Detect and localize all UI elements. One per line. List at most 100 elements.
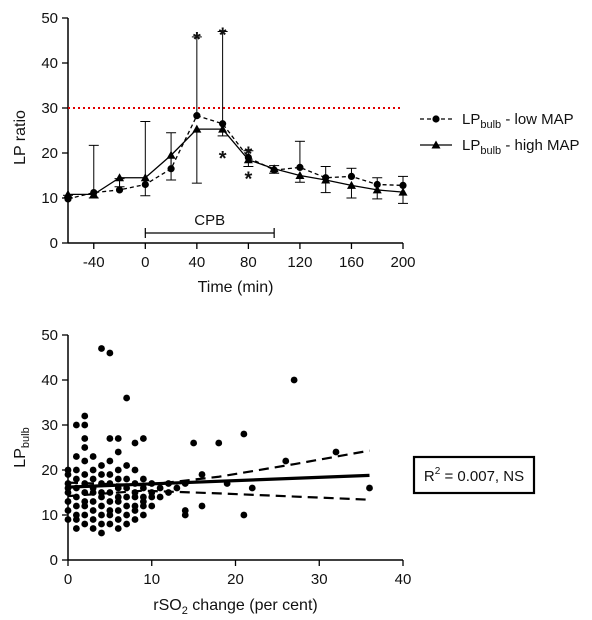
scatter-point	[72, 475, 80, 483]
legend-label: LPbulb - high MAP	[462, 137, 580, 157]
scatter-point	[123, 493, 131, 501]
data-point-high-map	[295, 171, 305, 179]
scatter-point	[106, 471, 114, 478]
scatter-point	[215, 439, 223, 447]
scatter-point	[282, 457, 290, 465]
data-point-low-map	[296, 163, 304, 171]
scatter-point	[72, 525, 80, 532]
top-x-ticks: -40 0 40 80 120 160 200	[83, 243, 416, 271]
scatter-point	[198, 502, 206, 510]
data-point-low-map	[399, 181, 407, 189]
confidence-band-lower	[67, 489, 370, 501]
legend-marker	[431, 140, 441, 149]
legend-label: LPbulb - low MAP	[462, 111, 574, 131]
scatter-point	[81, 435, 89, 442]
scatter-point	[89, 507, 97, 514]
bottom-x-axis-label: rSO2 change (per cent)	[153, 597, 317, 615]
scatter-point	[89, 453, 97, 460]
bottom-y-axis-label: LPbulb	[12, 427, 32, 467]
bottom-y-ticks: 0 10 20 30 40 50	[41, 327, 68, 569]
data-point-high-map	[346, 180, 356, 189]
bottom-x-tick-label: 40	[395, 571, 412, 588]
scatter-point	[106, 498, 114, 505]
scatter-point	[106, 435, 114, 442]
scatter-point	[131, 466, 139, 474]
scatter-point	[114, 466, 122, 474]
scatter-point	[123, 394, 131, 402]
regression-line	[67, 473, 370, 489]
r2-annotation: R2 = 0.007, NS	[424, 466, 524, 485]
scatter-point	[98, 462, 105, 469]
scatter-point	[131, 439, 139, 447]
scatter-point	[156, 484, 164, 492]
data-point-high-map	[269, 164, 279, 173]
scatter-point	[366, 484, 373, 492]
bottom-chart: 0 10 20 30 40 0 10 20 30 40 50 rSO2 change (per c…	[12, 327, 536, 617]
scatter-point	[156, 493, 164, 501]
scatter-point	[123, 462, 131, 469]
significance-star: *	[244, 168, 252, 190]
data-point-low-map	[219, 120, 227, 128]
scatter-point	[290, 376, 298, 384]
scatter-point	[89, 525, 97, 532]
data-point-high-map	[372, 185, 382, 194]
scatter-point	[81, 412, 89, 420]
top-x-tick-label: 120	[287, 254, 312, 271]
scatter-point	[64, 466, 72, 474]
scatter-point	[148, 502, 156, 510]
bottom-x-tick-label: 10	[143, 571, 160, 588]
top-x-tick-label: -40	[83, 254, 105, 271]
data-point-low-map	[141, 180, 149, 189]
scatter-point	[240, 511, 248, 519]
scatter-point	[98, 511, 105, 519]
data-point-low-map	[193, 112, 201, 120]
data-point-high-map	[243, 155, 253, 164]
data-point-low-map	[167, 165, 175, 173]
scatter-point	[106, 457, 114, 465]
scatter-point	[114, 507, 122, 514]
scatter-point	[190, 439, 198, 447]
scatter-point	[139, 511, 147, 519]
data-point-high-map	[398, 187, 408, 196]
top-x-tick-label: 0	[141, 254, 149, 271]
scatter-point	[173, 484, 181, 492]
scatter-point	[98, 529, 105, 537]
series-line	[67, 114, 404, 200]
scatter-point	[81, 457, 89, 465]
data-point-high-map	[192, 124, 202, 133]
scatter-point	[123, 520, 131, 528]
scatter-point	[240, 430, 248, 438]
data-point-high-map	[140, 173, 150, 182]
bottom-y-tick-label: 10	[41, 507, 58, 524]
scatter-point	[81, 511, 89, 519]
scatter-point	[123, 511, 131, 519]
scatter-point	[106, 349, 114, 357]
scatter-point	[106, 520, 114, 528]
scatter-point	[64, 498, 72, 505]
significance-star: *	[193, 29, 201, 51]
data-point-high-map	[89, 189, 99, 198]
bottom-y-tick-label: 40	[41, 372, 58, 389]
significance-star: *	[219, 24, 227, 46]
top-series	[63, 31, 408, 204]
cpb-label: CPB	[194, 212, 225, 229]
data-point-high-map	[63, 189, 73, 198]
bottom-y-tick-label: 30	[41, 417, 58, 434]
bottom-y-tick-label: 0	[50, 552, 58, 569]
scatter-point	[81, 520, 89, 528]
data-point-high-map	[321, 175, 331, 184]
top-y-tick-label: 40	[41, 55, 58, 72]
scatter-point	[81, 444, 89, 451]
scatter-point	[72, 466, 80, 474]
scatter-point	[139, 475, 147, 483]
scatter-point	[139, 493, 147, 501]
scatter-point	[98, 345, 105, 352]
scatter-point	[89, 475, 97, 483]
scatter-point	[131, 502, 139, 510]
scatter-point	[81, 471, 89, 478]
scatter-point	[332, 448, 340, 456]
scatter-point	[114, 448, 122, 456]
scatter-point	[106, 507, 114, 514]
scatter-point	[98, 520, 105, 528]
bottom-x-tick-label: 20	[227, 571, 244, 588]
